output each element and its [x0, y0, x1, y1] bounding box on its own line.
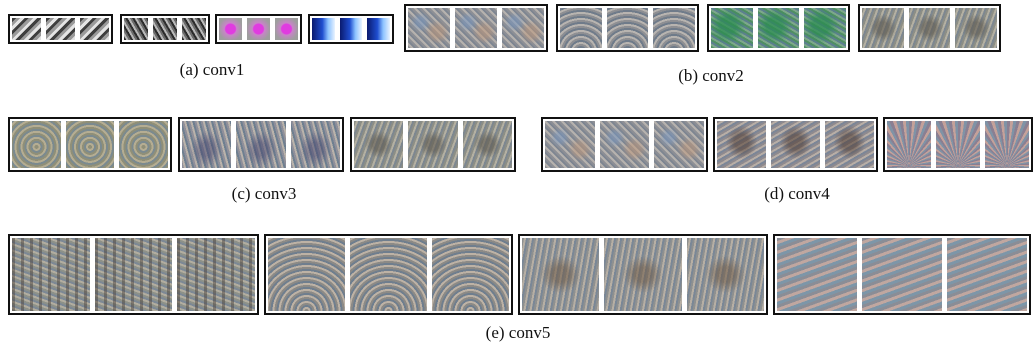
conv3-feature-image: [119, 121, 169, 168]
conv3-feature-image: [65, 121, 115, 168]
conv1-panel-2: [120, 14, 210, 44]
conv2-panel-1: [404, 4, 548, 52]
caption-conv1: (a) conv1: [179, 60, 245, 79]
conv4-panel-3: [883, 117, 1033, 172]
conv4-feature-image: [771, 121, 820, 168]
conv2-feature-image: [955, 8, 998, 48]
conv5-feature-image: [777, 238, 857, 311]
conv2-feature-image: [408, 8, 450, 48]
conv1-panel-1: [8, 14, 113, 44]
caption-conv2: (b) conv2: [678, 66, 744, 85]
conv4-feature-image: [985, 121, 1029, 168]
conv2-feature-image: [606, 8, 649, 48]
conv4-feature-image: [654, 121, 705, 168]
conv4-feature-image: [887, 121, 931, 168]
conv1-filter-image: [367, 18, 391, 40]
conv5-feature-image: [432, 238, 509, 311]
conv5-feature-image: [686, 238, 764, 311]
conv4-feature-image: [599, 121, 650, 168]
conv4-feature-image: [936, 121, 980, 168]
conv3-feature-image: [236, 121, 286, 168]
conv1-panel-4: [308, 14, 394, 44]
conv1-filter-image: [46, 18, 75, 40]
caption-conv3: (c) conv3: [231, 184, 297, 203]
conv1-filter-image: [124, 18, 148, 40]
conv2-panel-4: [858, 4, 1001, 52]
conv2-feature-image: [757, 8, 800, 48]
conv5-feature-image: [522, 238, 600, 311]
conv5-feature-image: [862, 238, 942, 311]
conv3-feature-image: [408, 121, 458, 168]
conv2-feature-image: [653, 8, 696, 48]
conv1-filter-image: [312, 18, 335, 40]
conv1-filter-image: [247, 18, 270, 40]
conv2-feature-image: [862, 8, 904, 48]
conv4-feature-image: [717, 121, 766, 168]
conv5-feature-image: [350, 238, 427, 311]
conv1-panel-3: [215, 14, 302, 44]
conv3-panel-3: [350, 117, 516, 172]
conv2-feature-image: [908, 8, 951, 48]
conv5-feature-image: [94, 238, 173, 311]
conv5-feature-image: [604, 238, 682, 311]
conv2-feature-image: [711, 8, 753, 48]
conv2-panel-3: [707, 4, 850, 52]
conv3-feature-image: [354, 121, 404, 168]
conv2-feature-image: [560, 8, 602, 48]
conv5-panel-3: [518, 234, 768, 315]
conv4-panel-1: [541, 117, 708, 172]
conv1-filter-image: [275, 18, 298, 40]
conv1-filter-image: [339, 18, 363, 40]
conv5-panel-2: [264, 234, 513, 315]
conv2-panel-2: [556, 4, 699, 52]
conv3-feature-image: [12, 121, 61, 168]
conv4-feature-image: [825, 121, 874, 168]
conv4-feature-image: [545, 121, 595, 168]
conv5-panel-4: [773, 234, 1031, 315]
conv1-filter-image: [182, 18, 206, 40]
conv1-filter-image: [153, 18, 177, 40]
conv2-feature-image: [502, 8, 544, 48]
caption-conv5: (e) conv5: [485, 323, 551, 342]
conv2-feature-image: [804, 8, 847, 48]
conv5-feature-image: [177, 238, 256, 311]
conv3-feature-image: [462, 121, 512, 168]
conv5-feature-image: [12, 238, 90, 311]
conv2-feature-image: [455, 8, 497, 48]
conv1-filter-image: [219, 18, 242, 40]
conv5-feature-image: [947, 238, 1027, 311]
conv5-feature-image: [268, 238, 345, 311]
conv3-panel-2: [178, 117, 344, 172]
conv3-feature-image: [290, 121, 340, 168]
conv3-panel-1: [8, 117, 172, 172]
conv5-panel-1: [8, 234, 259, 315]
conv4-panel-2: [713, 117, 878, 172]
conv1-filter-image: [12, 18, 41, 40]
conv3-feature-image: [182, 121, 232, 168]
conv1-filter-image: [80, 18, 109, 40]
caption-conv4: (d) conv4: [764, 184, 830, 203]
